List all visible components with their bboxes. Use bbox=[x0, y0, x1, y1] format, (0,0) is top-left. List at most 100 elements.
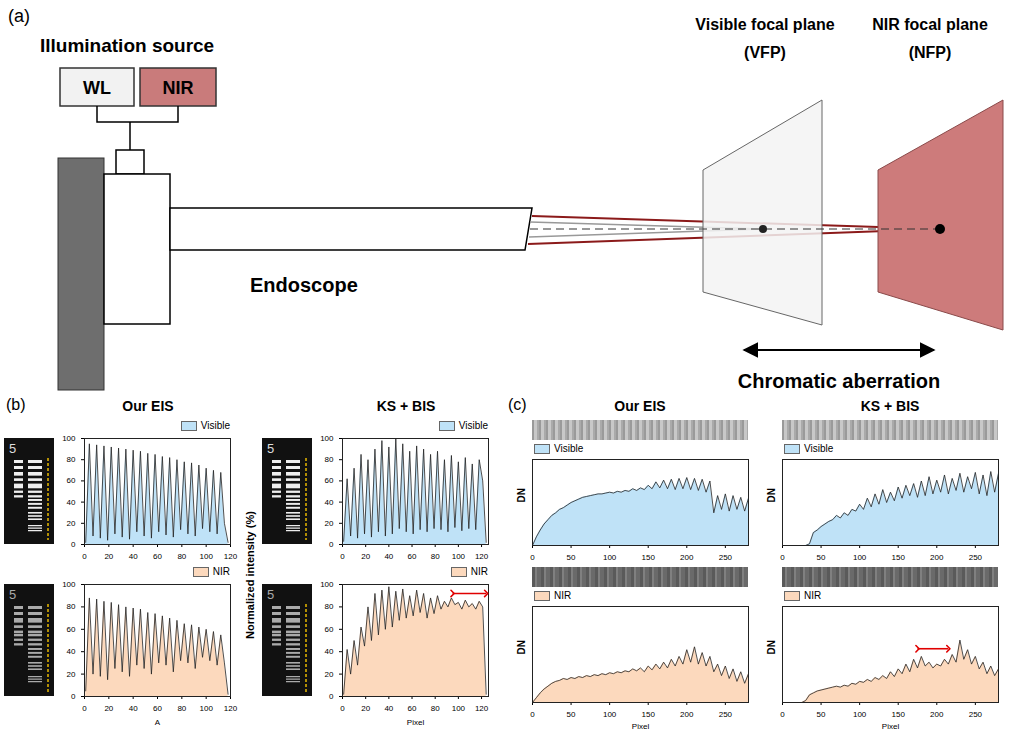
svg-text:0: 0 bbox=[530, 553, 535, 562]
svg-text:5: 5 bbox=[9, 587, 16, 602]
svg-text:0: 0 bbox=[329, 540, 334, 549]
svg-text:20: 20 bbox=[67, 670, 76, 679]
svg-text:80: 80 bbox=[431, 552, 440, 561]
svg-text:60: 60 bbox=[408, 704, 417, 713]
svg-text:60: 60 bbox=[153, 704, 162, 713]
svg-text:80: 80 bbox=[177, 704, 186, 713]
svg-text:40: 40 bbox=[67, 498, 76, 507]
svg-text:150: 150 bbox=[642, 710, 656, 719]
svg-text:50: 50 bbox=[567, 553, 576, 562]
svg-text:60: 60 bbox=[67, 476, 76, 485]
svg-text:100: 100 bbox=[320, 434, 334, 443]
svg-text:NIR focal plane: NIR focal plane bbox=[872, 16, 988, 33]
svg-text:40: 40 bbox=[129, 552, 138, 561]
svg-text:NIR: NIR bbox=[163, 78, 194, 98]
svg-text:5: 5 bbox=[9, 441, 16, 456]
svg-text:100: 100 bbox=[603, 553, 617, 562]
svg-text:Visible focal plane: Visible focal plane bbox=[695, 16, 834, 33]
svg-text:100: 100 bbox=[320, 580, 334, 589]
svg-text:20: 20 bbox=[361, 552, 370, 561]
svg-text:0: 0 bbox=[71, 540, 76, 549]
svg-text:Chromatic aberration: Chromatic aberration bbox=[738, 370, 940, 392]
svg-text:WL: WL bbox=[83, 78, 111, 98]
svg-text:50: 50 bbox=[817, 553, 826, 562]
svg-text:120: 120 bbox=[475, 552, 489, 561]
svg-text:100: 100 bbox=[199, 552, 213, 561]
svg-text:120: 120 bbox=[475, 704, 489, 713]
svg-text:100: 100 bbox=[853, 710, 867, 719]
svg-text:50: 50 bbox=[817, 710, 826, 719]
svg-text:80: 80 bbox=[67, 455, 76, 464]
svg-text:0: 0 bbox=[71, 692, 76, 701]
svg-text:60: 60 bbox=[67, 625, 76, 634]
svg-text:40: 40 bbox=[67, 647, 76, 656]
svg-text:0: 0 bbox=[340, 704, 345, 713]
svg-text:150: 150 bbox=[892, 553, 906, 562]
svg-text:100: 100 bbox=[452, 552, 466, 561]
svg-text:80: 80 bbox=[325, 455, 334, 464]
svg-text:100: 100 bbox=[199, 704, 213, 713]
svg-text:150: 150 bbox=[642, 553, 656, 562]
svg-text:DN: DN bbox=[766, 488, 777, 502]
svg-text:100: 100 bbox=[853, 553, 867, 562]
svg-text:DN: DN bbox=[516, 488, 527, 502]
svg-text:200: 200 bbox=[680, 710, 694, 719]
svg-text:A: A bbox=[155, 718, 161, 727]
svg-text:60: 60 bbox=[408, 552, 417, 561]
svg-text:0: 0 bbox=[780, 710, 785, 719]
svg-text:20: 20 bbox=[361, 704, 370, 713]
svg-text:20: 20 bbox=[325, 519, 334, 528]
svg-text:0: 0 bbox=[780, 553, 785, 562]
svg-text:120: 120 bbox=[224, 704, 238, 713]
svg-text:40: 40 bbox=[384, 704, 393, 713]
svg-text:Illumination source: Illumination source bbox=[40, 35, 214, 56]
svg-text:200: 200 bbox=[680, 553, 694, 562]
svg-text:250: 250 bbox=[719, 553, 733, 562]
svg-text:(VFP): (VFP) bbox=[744, 44, 786, 61]
svg-text:60: 60 bbox=[325, 476, 334, 485]
svg-text:200: 200 bbox=[930, 710, 944, 719]
svg-text:150: 150 bbox=[892, 710, 906, 719]
svg-text:Pixel: Pixel bbox=[407, 718, 425, 727]
svg-text:0: 0 bbox=[340, 552, 345, 561]
svg-text:60: 60 bbox=[153, 552, 162, 561]
svg-text:5: 5 bbox=[267, 587, 274, 602]
svg-text:40: 40 bbox=[325, 498, 334, 507]
svg-text:100: 100 bbox=[603, 710, 617, 719]
svg-text:0: 0 bbox=[82, 704, 87, 713]
svg-text:80: 80 bbox=[67, 602, 76, 611]
svg-text:(a): (a) bbox=[8, 6, 30, 26]
svg-text:40: 40 bbox=[325, 647, 334, 656]
svg-text:0: 0 bbox=[329, 692, 334, 701]
svg-text:Pixel: Pixel bbox=[632, 722, 650, 731]
svg-text:100: 100 bbox=[62, 580, 76, 589]
svg-text:40: 40 bbox=[129, 704, 138, 713]
svg-text:DN: DN bbox=[516, 640, 527, 654]
svg-text:Pixel: Pixel bbox=[882, 722, 900, 731]
svg-text:Endoscope: Endoscope bbox=[250, 274, 358, 296]
html-text:(c): (c) bbox=[508, 396, 527, 413]
svg-text:40: 40 bbox=[384, 552, 393, 561]
svg-text:(NFP): (NFP) bbox=[909, 44, 952, 61]
svg-text:120: 120 bbox=[224, 552, 238, 561]
svg-text:80: 80 bbox=[177, 552, 186, 561]
svg-text:200: 200 bbox=[930, 553, 944, 562]
svg-text:250: 250 bbox=[969, 710, 983, 719]
svg-text:250: 250 bbox=[969, 553, 983, 562]
svg-text:20: 20 bbox=[104, 704, 113, 713]
svg-text:20: 20 bbox=[67, 519, 76, 528]
svg-text:0: 0 bbox=[82, 552, 87, 561]
svg-text:60: 60 bbox=[325, 625, 334, 634]
svg-text:100: 100 bbox=[452, 704, 466, 713]
svg-text:20: 20 bbox=[325, 670, 334, 679]
svg-text:50: 50 bbox=[567, 710, 576, 719]
svg-text:DN: DN bbox=[766, 640, 777, 654]
svg-text:100: 100 bbox=[62, 434, 76, 443]
svg-text:0: 0 bbox=[530, 710, 535, 719]
svg-text:5: 5 bbox=[267, 441, 274, 456]
svg-text:80: 80 bbox=[431, 704, 440, 713]
svg-text:250: 250 bbox=[719, 710, 733, 719]
svg-text:80: 80 bbox=[325, 602, 334, 611]
html-text:(b): (b) bbox=[6, 396, 26, 413]
svg-text:20: 20 bbox=[104, 552, 113, 561]
